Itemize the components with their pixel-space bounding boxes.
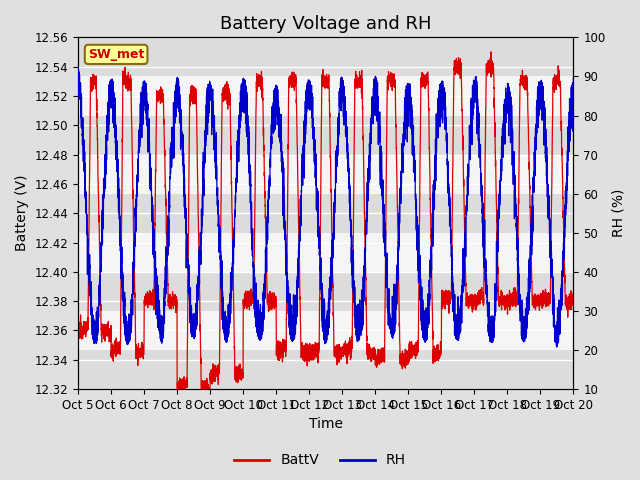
- Bar: [78, 116, 573, 155]
- Legend: BattV, RH: BattV, RH: [229, 448, 411, 473]
- Bar: [78, 37, 573, 76]
- Bar: [78, 350, 573, 389]
- Y-axis label: RH (%): RH (%): [611, 189, 625, 238]
- Bar: [78, 37, 573, 76]
- Y-axis label: Battery (V): Battery (V): [15, 175, 29, 252]
- Text: SW_met: SW_met: [88, 48, 144, 61]
- Bar: [78, 194, 573, 233]
- X-axis label: Time: Time: [308, 418, 343, 432]
- Bar: [78, 272, 573, 311]
- Title: Battery Voltage and RH: Battery Voltage and RH: [220, 15, 431, 33]
